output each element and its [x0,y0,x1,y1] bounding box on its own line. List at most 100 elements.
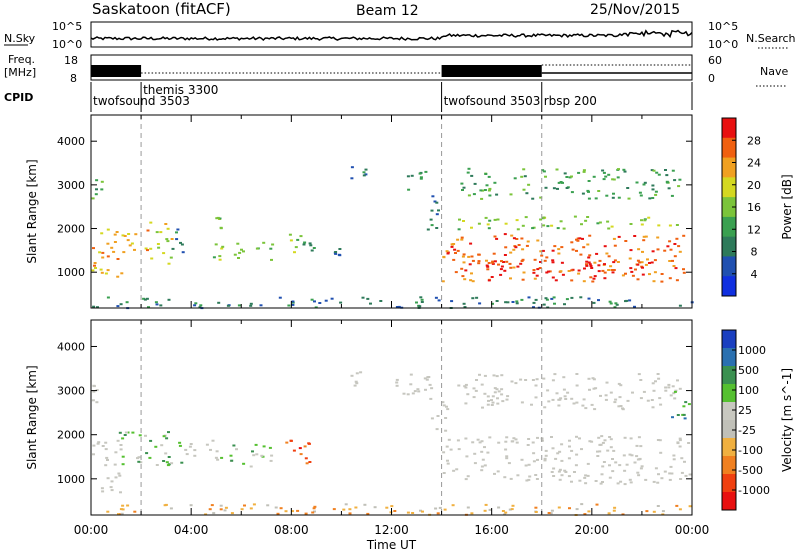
velocity-cell [436,512,440,515]
power-cell [641,266,644,269]
power-cell [542,170,546,173]
velocity-cell [557,404,561,407]
power-cell [550,297,554,300]
velocity-cell [683,417,687,420]
power-cell [601,269,605,272]
velocity-cell [493,387,497,390]
power-cell [577,269,581,272]
velocity-cell [395,381,399,384]
power-cell [221,245,225,248]
velocity-cell [660,477,664,480]
velocity-cell [163,504,167,507]
velocity-cell [511,440,515,443]
velocity-cell [96,442,100,445]
velocity-cell [678,445,682,448]
power-cell [115,231,119,233]
velocity-cell [550,509,554,512]
power-cell [516,265,520,268]
velocity-cell [442,404,446,407]
power-cell [629,249,633,252]
nsearch-label: N.Search [746,32,796,45]
power-cell [500,265,504,268]
time-axis: 00:00 04:00 08:00 12:00 16:00 20:00 00:00 Time … [74,523,710,552]
power-cell [589,265,593,267]
power-cell [561,181,564,184]
velocity-cell [481,458,485,461]
power-cell [557,252,561,255]
velocity-cell [254,443,258,446]
power-cell [487,279,491,282]
colorbar-label: Power [dB] [780,174,794,239]
velocity-cell [524,464,528,467]
velocity-cell [608,436,612,438]
power-cell [123,235,127,237]
velocity-cell [95,401,99,404]
velocity-cell [504,448,508,451]
velocity-cell [578,479,582,482]
power-cell [364,168,368,171]
power-cell [217,301,221,304]
velocity-cell [235,448,238,451]
power-cell [464,269,468,272]
velocity-cell [291,510,294,513]
velocity-cell [544,449,548,452]
power-cell [418,172,422,175]
velocity-cell [169,507,173,510]
power-cell [539,218,543,221]
velocity-cell [628,478,632,481]
velocity-cell [138,434,142,437]
velocity-cell [185,453,189,456]
velocity-cell [631,391,634,394]
velocity-cell [429,397,433,400]
velocity-cell [409,383,413,386]
velocity-cell [651,382,655,385]
power-cell [655,171,659,174]
velocity-cell [675,504,679,507]
power-cell [484,216,488,219]
power-cell [552,296,556,299]
power-cell [91,269,95,272]
power-cell [536,268,540,271]
velocity-cell [117,472,121,475]
power-cell [629,223,633,225]
velocity-cell [581,404,585,407]
velocity-cell [425,378,429,381]
power-cell [551,261,555,264]
power-cell [495,237,499,240]
velocity-cell [596,450,599,453]
power-cell [627,197,631,200]
power-cell [314,306,318,309]
velocity-cell [118,431,122,434]
colorbar-tick-label: 24 [747,157,761,170]
power-cell [631,274,635,277]
power-cell [164,223,168,225]
power-cell [570,175,573,178]
velocity-cell [644,478,648,481]
power-cell [582,169,586,172]
velocity-cell [480,383,484,386]
power-cell [653,271,657,274]
power-cell [555,168,559,171]
power-cell [586,216,590,218]
power-cell [638,261,642,264]
power-cell [582,280,586,283]
power-cell [515,238,519,240]
power-cell [149,221,153,224]
velocity-cell [650,399,654,401]
colorbar-tick-label: 25 [738,404,752,417]
velocity-cell [119,508,123,511]
power-cell [491,260,495,263]
velocity-colorbar: 1000 500 100 25 -25 -100 -500 -1000 Velocity [m … [721,329,794,511]
power-cell [535,274,539,277]
velocity-cell [687,403,691,406]
velocity-cell [312,507,316,510]
velocity-cell [260,454,264,457]
velocity-cell [113,463,117,466]
power-cell [167,298,171,301]
power-cell [488,219,492,222]
freq-tick-top: 18 [64,54,78,67]
power-cell [193,304,197,307]
velocity-cell [451,504,455,507]
velocity-cell [442,472,446,474]
velocity-cell [193,449,197,452]
